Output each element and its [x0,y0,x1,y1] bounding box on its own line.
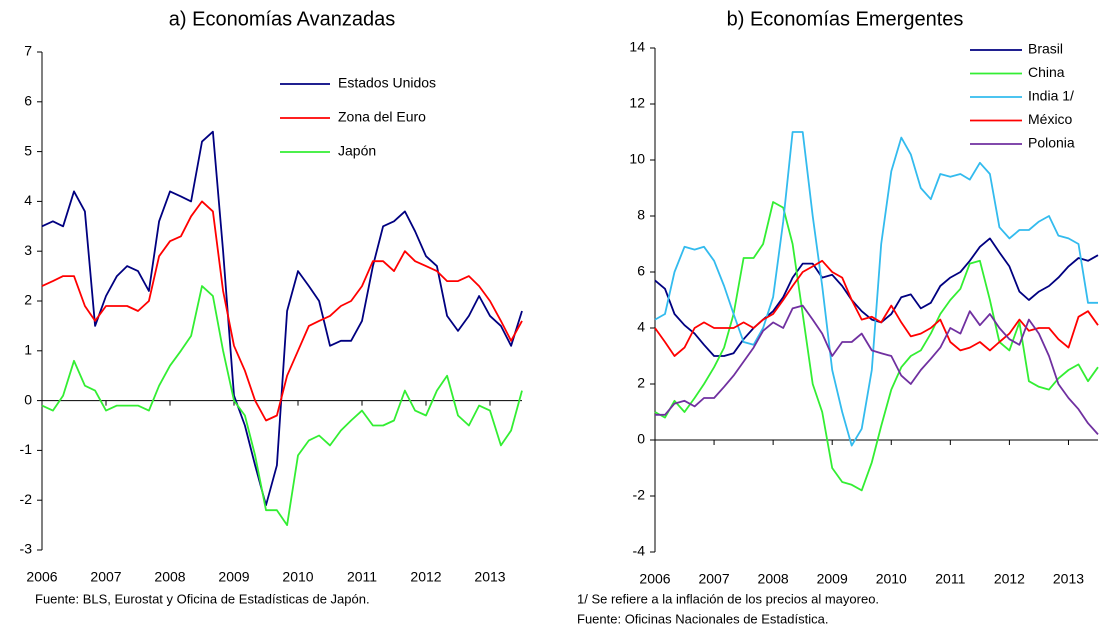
y-tick-label: 0 [24,391,32,407]
y-tick-label: 10 [629,151,645,167]
series-line [654,259,1099,357]
y-tick-label: -3 [20,541,33,557]
x-tick-label: 2009 [218,569,249,585]
x-tick-label: 2007 [90,569,121,585]
y-tick-label: -1 [20,441,33,457]
series-line [655,304,1099,435]
series-line [41,200,523,422]
y-tick-label: -2 [20,491,33,507]
y-tick-label: -2 [633,487,646,503]
x-tick-label: 2013 [474,569,505,585]
y-tick-label: 4 [24,192,32,208]
y-tick-label: 14 [629,39,645,55]
footnote: Fuente: Oficinas Nacionales de Estadísti… [577,611,828,626]
x-tick-label: 2008 [154,569,185,585]
legend-label: Polonia [1028,135,1075,151]
legend-label: México [1028,111,1073,127]
footnote: 1/ Se refiere a la inflación de los prec… [577,591,879,606]
y-tick-label: 5 [24,142,32,158]
x-tick-label: 2009 [817,571,848,587]
x-tick-label: 2011 [935,571,965,587]
y-tick-label: 8 [637,207,645,223]
series-line [654,237,1099,357]
y-tick-label: 2 [637,375,645,391]
legend-label: Estados Unidos [338,75,436,91]
x-tick-label: 2011 [347,569,377,585]
y-tick-label: 3 [24,242,32,258]
series-line [41,130,523,507]
y-tick-label: 6 [24,93,32,109]
legend-label: Zona del Euro [338,109,426,125]
y-tick-label: 6 [637,263,645,279]
x-tick-label: 2013 [1053,571,1084,587]
y-tick-label: 2 [24,292,32,308]
y-tick-label: 12 [629,95,645,111]
legend-label: Japón [338,143,376,159]
legend-label: India 1/ [1028,88,1074,104]
series-line [654,131,1098,447]
y-tick-label: 0 [637,431,645,447]
y-tick-label: 7 [24,43,32,59]
x-tick-label: 2006 [26,569,57,585]
series-line [41,285,523,526]
legend-label: Brasil [1028,41,1063,57]
x-tick-label: 2012 [994,571,1025,587]
footnote: Fuente: BLS, Eurostat y Oficina de Estad… [35,591,370,606]
y-tick-label: 1 [24,342,32,358]
chart-title: b) Economías Emergentes [727,8,964,30]
y-tick-label: 4 [637,319,645,335]
x-tick-label: 2006 [639,571,670,587]
legend-label: China [1028,64,1065,80]
x-tick-label: 2010 [876,571,907,587]
x-tick-label: 2012 [410,569,441,585]
x-tick-label: 2008 [758,571,789,587]
x-tick-label: 2007 [698,571,729,587]
y-tick-label: -4 [633,543,646,559]
x-tick-label: 2010 [282,569,313,585]
chart-title: a) Economías Avanzadas [169,8,395,30]
series-line [654,201,1099,492]
